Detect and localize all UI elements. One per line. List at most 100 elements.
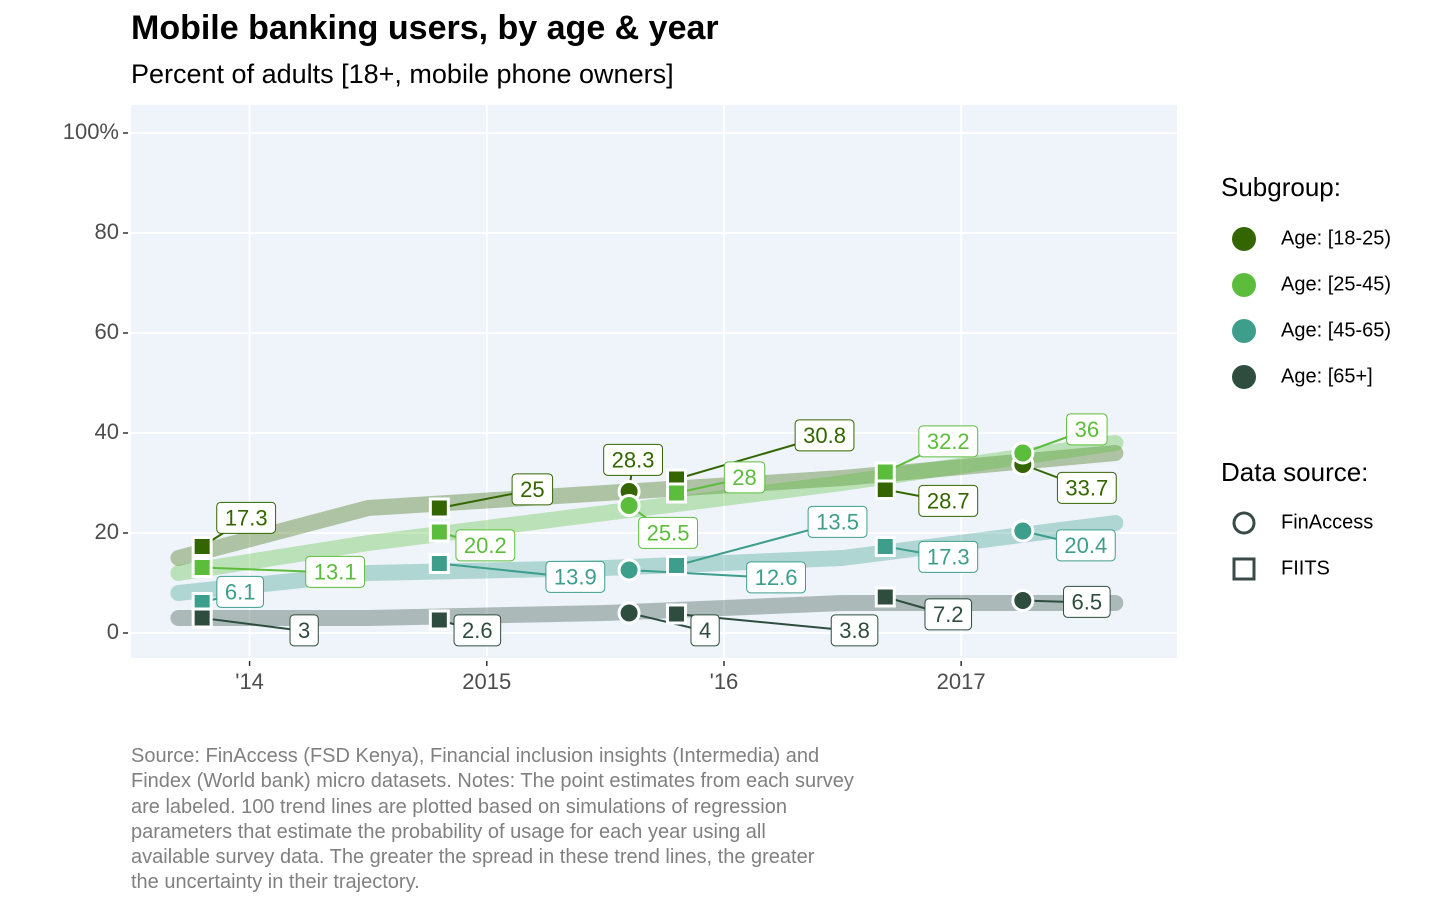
data-label: 25.5: [647, 520, 690, 545]
data-label-box: [216, 501, 277, 534]
caption-line: Source: FinAccess (FSD Kenya), Financial…: [131, 745, 820, 767]
leader-line: [202, 617, 305, 632]
point: [666, 603, 688, 625]
data-label: 2.6: [462, 618, 493, 643]
data-label-box: [690, 614, 720, 647]
data-label: 33.7: [1065, 475, 1108, 500]
point: [617, 558, 641, 582]
data-label: 6.5: [1072, 589, 1103, 614]
x-tick-label: 2015: [462, 669, 511, 694]
data-label: 13.5: [816, 509, 859, 534]
data-label-box: [1056, 471, 1117, 504]
data-label-box: [453, 614, 502, 647]
legend-swatch: [1232, 319, 1256, 343]
y-tick-label: 0: [107, 619, 119, 644]
caption: Source: FinAccess (FSD Kenya), Financial…: [131, 744, 1031, 896]
trend-band: [170, 445, 1124, 566]
caption-line: Findex (World bank) micro datasets. Note…: [131, 770, 854, 793]
trend-band: [170, 435, 1124, 581]
data-label-box: [638, 516, 699, 549]
x-tick-label: 2017: [937, 669, 986, 694]
legend-label: FIITS: [1281, 557, 1330, 579]
labels: 17.3 25 28.3 30.8 28.7 33.7 13.1 20.2 25.5 28 32.2…: [216, 413, 1117, 647]
data-label: 13.9: [554, 564, 597, 589]
point: [1011, 519, 1035, 543]
y-tick-label: 60: [95, 319, 119, 344]
data-label-box: [1066, 413, 1108, 446]
legend-swatch: [1232, 557, 1256, 581]
y-tick-label: 40: [95, 419, 119, 444]
data-label-box: [918, 540, 979, 573]
point: [191, 536, 213, 557]
chart-title: Mobile banking users, by age & year: [131, 9, 719, 47]
data-label-box: [807, 505, 868, 538]
data-label: 28: [732, 465, 756, 490]
point: [1011, 441, 1035, 465]
legend-swatch: [1232, 273, 1256, 297]
legend-label: Age: [45-65): [1281, 319, 1391, 341]
legend-label: Age: [65+]: [1281, 365, 1373, 387]
data-label-box: [924, 598, 973, 631]
point: [428, 497, 450, 519]
point: [874, 586, 896, 608]
data-label-box: [918, 484, 979, 517]
point: [617, 494, 641, 517]
point: [874, 461, 896, 483]
legend-label: FinAccess: [1281, 511, 1373, 533]
data-label: 30.8: [803, 423, 846, 448]
data-label-box: [723, 461, 766, 494]
data-label-box: [455, 529, 516, 562]
legend-label: Age: [25-45): [1281, 273, 1391, 295]
data-label-box: [511, 473, 554, 506]
data-label: 17.3: [927, 544, 970, 569]
legend-swatch: [1232, 511, 1256, 535]
data-label-box: [603, 443, 664, 476]
caption-line: available survey data. The greater the s…: [131, 846, 815, 869]
legend-title: Subgroup:: [1221, 172, 1341, 202]
data-label-box: [746, 561, 807, 594]
data-label-box: [289, 614, 319, 647]
data-label: 6.1: [225, 579, 256, 604]
point: [874, 479, 896, 500]
data-label-box: [1063, 585, 1111, 618]
data-label: 32.2: [927, 429, 970, 454]
caption-line: are labeled. 100 trend lines are plotted…: [131, 795, 787, 818]
caption-line: the uncertainty in their trajectory.: [131, 871, 420, 894]
caption-line: parameters that estimate the probability…: [131, 820, 766, 843]
data-label: 36: [1075, 417, 1099, 442]
data-label: 28.3: [612, 447, 655, 472]
data-label: 4: [699, 618, 711, 643]
legend-title: Data source:: [1221, 457, 1368, 487]
point: [666, 555, 688, 576]
data-label-box: [545, 560, 606, 593]
legend-swatch: [1232, 365, 1256, 389]
x-tick-label: '14: [235, 669, 264, 694]
data-label-box: [830, 614, 879, 647]
legend-swatch: [1232, 227, 1256, 251]
data-label-box: [305, 555, 366, 588]
data-label: 20.4: [1064, 533, 1107, 558]
data-label: 17.3: [225, 505, 268, 530]
data-label: 12.6: [755, 565, 798, 590]
data-label: 20.2: [464, 533, 507, 558]
legend-label: Age: [18-25): [1281, 227, 1391, 249]
data-label: 25: [520, 477, 544, 502]
data-label-box: [918, 425, 979, 458]
point: [874, 536, 896, 557]
data-label-box: [1055, 529, 1116, 562]
x-tick-label: '16: [710, 669, 739, 694]
point: [191, 607, 213, 629]
chart: Mobile banking users, by age & year Perc…: [63, 9, 1391, 694]
data-label-box: [794, 419, 855, 452]
y-tick-label: 20: [95, 519, 119, 544]
data-label: 13.1: [314, 559, 357, 584]
page: {"chart_data": {"type": "labeled-scatter…: [62, 8, 1392, 894]
point: [191, 557, 213, 578]
point: [428, 553, 450, 574]
point: [666, 482, 688, 504]
y-tick-label: 80: [95, 219, 119, 244]
data-label-box: [216, 575, 264, 608]
data-label: 7.2: [933, 602, 964, 627]
data-label: 3.8: [839, 618, 870, 643]
point: [428, 521, 450, 543]
